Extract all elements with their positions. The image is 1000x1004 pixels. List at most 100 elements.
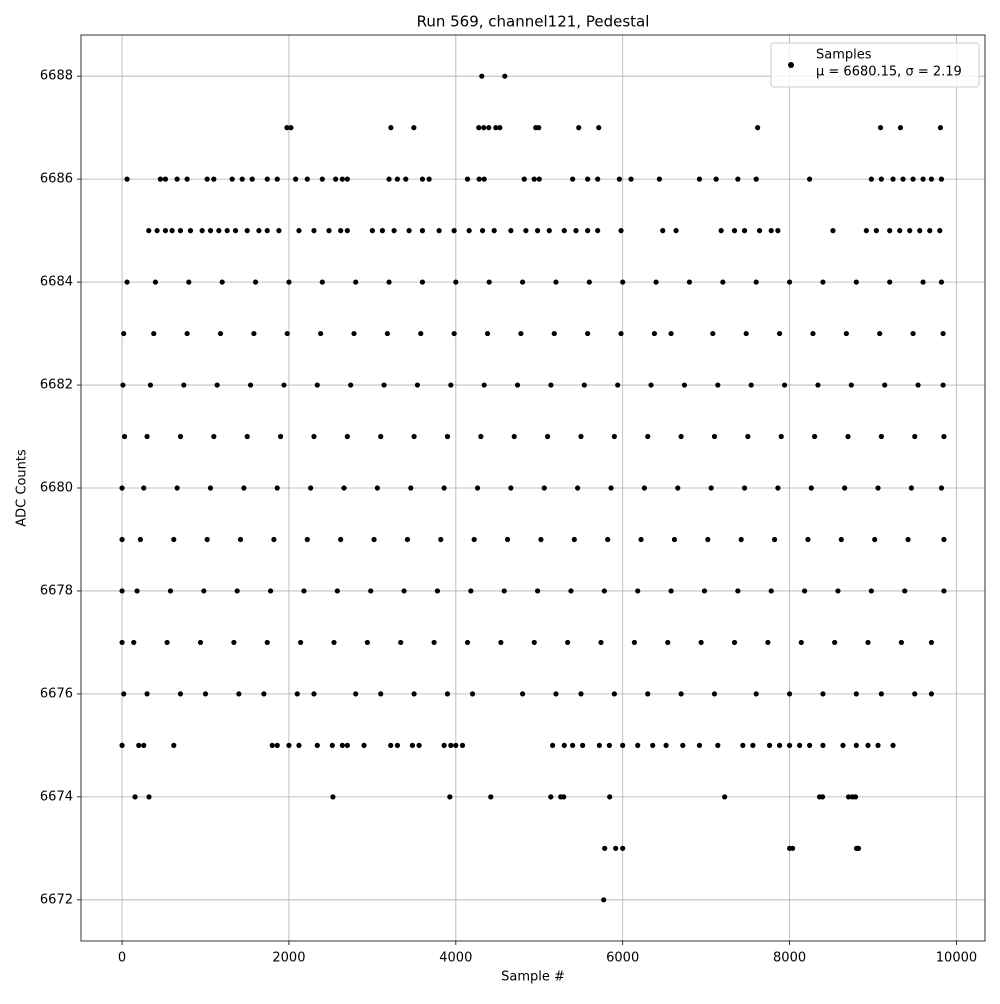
sample-point: [771, 536, 778, 543]
sample-point: [411, 691, 417, 697]
sample-point: [344, 433, 350, 440]
sample-point: [708, 485, 714, 491]
sample-point: [538, 536, 544, 543]
sample-point: [314, 382, 320, 388]
sample-point: [845, 794, 852, 800]
sample-point: [311, 433, 317, 440]
sample-point: [820, 742, 826, 748]
x-tick-label: 8000: [773, 951, 806, 966]
sample-point: [575, 485, 581, 491]
sample-point: [778, 433, 784, 440]
legend-label: Samples: [816, 48, 872, 63]
sample-point: [502, 73, 508, 79]
sample-point: [775, 228, 781, 234]
sample-point: [204, 176, 210, 182]
sample-point: [802, 588, 808, 594]
sample-point: [330, 794, 336, 800]
sample-point: [786, 691, 793, 697]
sample-point: [585, 228, 591, 234]
sample-point: [333, 176, 339, 182]
sample-point: [648, 382, 654, 388]
sample-point: [616, 176, 622, 182]
sample-point: [244, 228, 250, 234]
legend-note: μ = 6680.15, σ = 2.19: [816, 65, 962, 80]
sample-point: [843, 330, 849, 337]
sample-point: [789, 845, 796, 851]
sample-point: [281, 382, 287, 388]
sample-point: [596, 125, 602, 131]
sample-point: [805, 536, 811, 543]
sample-point: [731, 228, 738, 234]
sample-point: [167, 588, 174, 594]
sample-point: [434, 588, 441, 594]
sample-point: [237, 536, 244, 543]
sample-point: [765, 639, 771, 646]
sample-point: [201, 588, 207, 594]
legend: Samples μ = 6680.15, σ = 2.19: [770, 42, 980, 88]
points: [119, 73, 947, 903]
sample-point: [414, 382, 421, 388]
sample-point: [239, 176, 245, 182]
sample-point: [274, 485, 280, 491]
sample-point: [381, 382, 387, 388]
sample-point: [812, 433, 818, 440]
sample-point: [119, 742, 125, 748]
sample-point: [339, 742, 345, 748]
sample-point: [311, 228, 317, 234]
x-axis-label: Sample #: [501, 970, 565, 985]
sample-point: [645, 691, 651, 697]
sample-point: [807, 742, 813, 748]
sample-point: [276, 228, 282, 234]
sample-point: [448, 382, 454, 388]
sample-point: [186, 279, 192, 285]
sample-point: [120, 382, 126, 388]
sample-point: [394, 176, 401, 182]
sample-point: [705, 536, 711, 543]
sample-point: [426, 176, 432, 182]
sample-point: [519, 691, 526, 697]
sample-point: [897, 228, 903, 234]
sample-point: [887, 279, 893, 285]
sample-point: [753, 176, 759, 182]
sample-point: [251, 330, 257, 337]
chart-title: Run 569, channel121, Pedestal: [417, 13, 650, 31]
sample-point: [403, 176, 409, 182]
sample-point: [663, 742, 669, 748]
sample-point: [920, 279, 926, 285]
sample-point: [915, 382, 921, 388]
sample-point: [570, 742, 576, 748]
sample-point: [224, 228, 230, 234]
sample-point: [873, 228, 879, 234]
sample-point: [735, 588, 741, 594]
sample-point: [398, 639, 404, 646]
sample-point: [598, 639, 604, 646]
sample-point: [231, 639, 237, 646]
y-tick-label: 6682: [40, 378, 73, 393]
sample-point: [504, 536, 511, 543]
sample-point: [776, 330, 783, 337]
sample-point: [408, 485, 414, 491]
sample-point: [798, 639, 804, 646]
sample-point: [628, 176, 634, 182]
sample-point: [177, 433, 184, 440]
y-tick-label: 6676: [40, 686, 73, 701]
sample-point: [157, 176, 164, 182]
sample-point: [776, 742, 783, 748]
sample-point: [144, 691, 150, 697]
sample-point: [411, 125, 417, 131]
sample-point: [711, 691, 718, 697]
sample-point: [668, 588, 674, 594]
sample-point: [202, 691, 209, 697]
sample-point: [369, 228, 375, 234]
sample-point: [304, 536, 310, 543]
sample-point: [476, 176, 482, 182]
sample-point: [756, 228, 763, 234]
sample-point: [294, 691, 300, 697]
sample-point: [553, 279, 559, 285]
sample-point: [596, 742, 602, 748]
sample-point: [241, 485, 247, 491]
sample-point: [406, 228, 412, 234]
sample-point: [819, 794, 826, 800]
sample-point: [786, 279, 793, 285]
sample-point: [119, 639, 125, 646]
